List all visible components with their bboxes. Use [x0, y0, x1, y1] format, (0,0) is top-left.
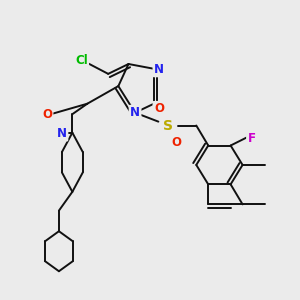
Text: N: N — [154, 63, 164, 76]
Text: Cl: Cl — [75, 54, 88, 67]
Text: O: O — [154, 102, 164, 115]
Text: N: N — [130, 106, 140, 119]
Text: S: S — [163, 118, 173, 133]
Text: O: O — [172, 136, 182, 149]
Text: N: N — [57, 127, 67, 140]
Text: O: O — [42, 108, 52, 121]
Text: F: F — [248, 132, 256, 145]
